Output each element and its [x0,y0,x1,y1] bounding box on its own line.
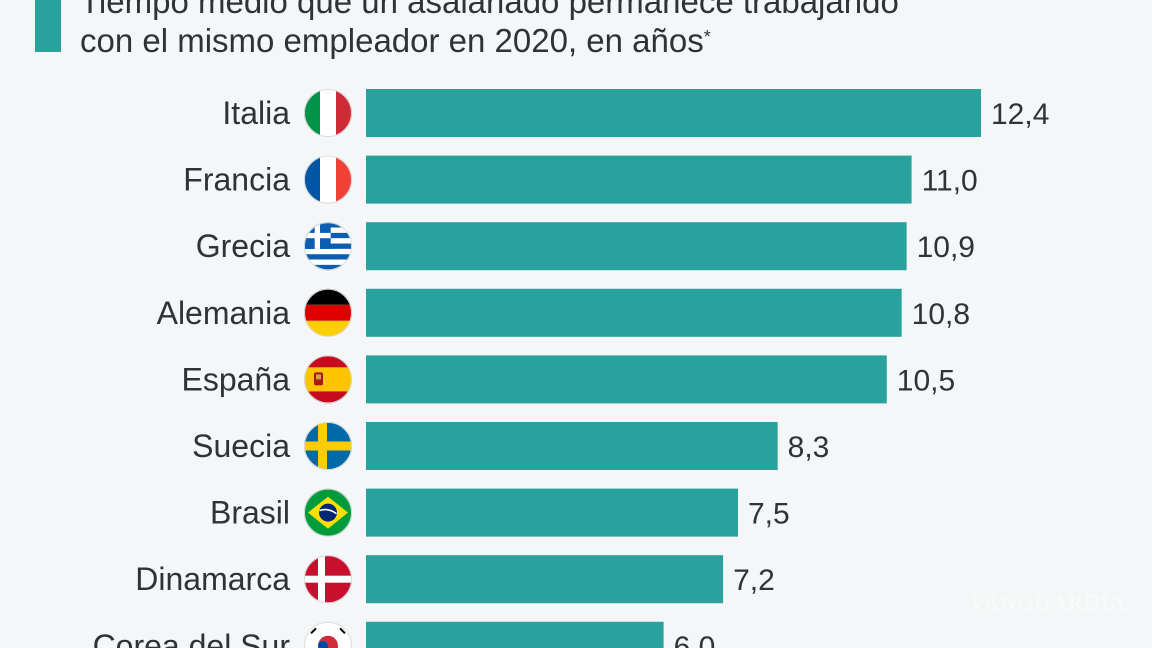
bar [366,488,738,537]
category-label: Brasil [210,495,290,531]
category-label: Corea del Sur [93,628,291,648]
value-label: 7,2 [733,564,775,597]
title-accent-bar [35,0,61,52]
value-label: 10,9 [917,231,975,264]
value-label: 12,4 [991,98,1049,131]
footnote-asterisk: * [703,27,711,47]
value-label: 11,0 [922,165,978,198]
value-label: 10,8 [912,298,970,331]
denmark-flag-icon [304,555,352,604]
brazil-flag-icon [304,488,352,537]
bar [366,355,887,404]
bar [366,422,778,470]
bar [366,155,912,204]
value-label: 8,3 [788,431,830,464]
value-label: 6,0 [674,631,716,648]
chart-title-line-1: Tiempo medio que un asalariado permanece… [80,0,899,20]
category-label: Francia [183,162,290,198]
france-flag-icon [304,155,352,204]
category-label: Grecia [196,228,290,264]
category-label: España [181,361,290,397]
greece-flag-icon [304,222,352,271]
category-label: Dinamarca [135,561,290,597]
spain-flag-icon [304,355,352,404]
bar [366,555,724,604]
category-label: Italia [222,95,290,131]
bar [366,89,981,137]
value-label: 10,5 [897,364,955,397]
value-label: 7,5 [748,498,790,531]
bar [366,222,907,271]
sweden-flag-icon [304,422,352,470]
category-label: Suecia [192,428,290,464]
germany-flag-icon [304,288,352,337]
bar [366,288,902,337]
chart-title-line-2-text: con el mismo empleador en 2020, en años [80,22,704,59]
category-label: Alemania [157,295,291,331]
south-korea-flag-icon [304,621,352,648]
chart-title-line-2: con el mismo empleador en 2020, en años* [80,21,711,61]
watermark: VANGUARDIA [969,590,1126,615]
italy-flag-icon [304,89,352,137]
bar [366,621,664,648]
